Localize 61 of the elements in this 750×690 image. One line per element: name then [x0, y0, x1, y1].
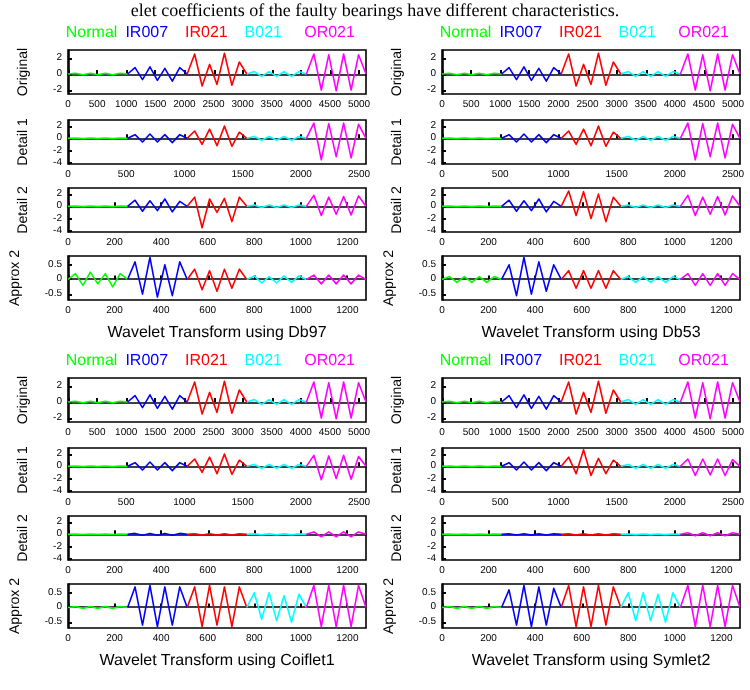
text: Normal — [439, 351, 492, 369]
series-label: OR021 — [304, 23, 356, 41]
line-series — [186, 196, 248, 229]
line-series — [500, 256, 562, 297]
line-series — [679, 458, 741, 477]
line-series — [560, 190, 622, 223]
line-series — [126, 394, 188, 410]
series-label: OR021 — [678, 351, 730, 369]
line-series — [560, 380, 622, 415]
line-series — [620, 592, 682, 623]
line-series — [560, 125, 622, 148]
series-label: IR021 — [185, 351, 229, 369]
line-series — [186, 453, 248, 476]
series-label: IR007 — [499, 351, 544, 369]
line-series — [305, 122, 367, 161]
line-series — [305, 454, 367, 481]
line-series — [186, 380, 248, 415]
line-series — [679, 381, 741, 420]
line-series — [560, 584, 622, 628]
line-series — [500, 198, 562, 213]
x-axis-title: Wavelet Transform using Symlet2 — [471, 651, 712, 669]
line-series — [186, 125, 248, 148]
line-series — [186, 584, 248, 628]
line-series — [679, 194, 741, 217]
line-series — [186, 268, 248, 292]
line-series — [126, 584, 188, 628]
line-series — [186, 52, 248, 87]
line-series — [126, 66, 188, 82]
series-label: OR021 — [678, 23, 730, 41]
text: Normal — [65, 23, 118, 41]
x-axis-title: Wavelet Transform using Db53 — [481, 323, 702, 341]
series-label: OR021 — [304, 351, 356, 369]
line-series — [305, 53, 367, 92]
line-series — [246, 592, 308, 623]
line-series — [67, 271, 129, 288]
series-label: IR021 — [559, 23, 603, 41]
line-series — [560, 449, 622, 477]
series-label: B021 — [244, 351, 284, 369]
line-series — [126, 198, 188, 213]
series-label: B021 — [244, 23, 284, 41]
text: Normal — [65, 351, 118, 369]
series-label: B021 — [618, 351, 658, 369]
line-series — [679, 53, 741, 92]
series-label: IR007 — [125, 23, 170, 41]
line-series — [560, 52, 622, 87]
text: Normal — [439, 23, 492, 41]
series-label: IR007 — [499, 23, 544, 41]
line-series — [500, 66, 562, 82]
x-axis-title: Wavelet Transform using Db97 — [107, 323, 328, 341]
series-label: IR021 — [185, 23, 229, 41]
line-series — [500, 584, 562, 628]
line-series — [305, 194, 367, 217]
line-series — [126, 256, 188, 298]
x-axis-title: Wavelet Transform using Coiflet1 — [99, 651, 336, 669]
series-label: B021 — [618, 23, 658, 41]
line-series — [305, 381, 367, 420]
series-label: IR007 — [125, 351, 170, 369]
line-series — [500, 394, 562, 410]
line-series — [679, 122, 741, 161]
text: elet coefficients of the faulty bearings have different characteristics. — [128, 0, 622, 20]
series-label: IR021 — [559, 351, 603, 369]
